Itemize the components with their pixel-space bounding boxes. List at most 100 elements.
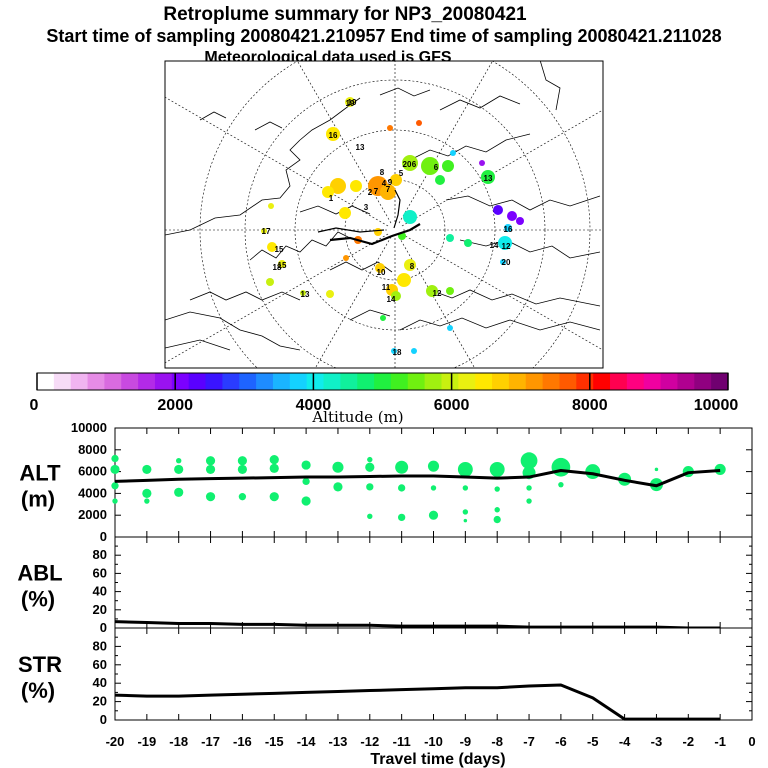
coastline <box>199 111 227 121</box>
str-series-line <box>114 683 721 721</box>
x-tick-label: -2 <box>683 734 695 749</box>
plume-cluster <box>500 259 506 265</box>
coastline <box>379 87 431 97</box>
altitude-cluster-point <box>174 464 184 475</box>
colorbar-cell <box>390 373 409 390</box>
plume-day-label: 9 <box>388 178 393 187</box>
colorbar-cell <box>593 373 611 390</box>
plume-day-label: 1 <box>329 194 334 203</box>
altitude-cluster-point <box>238 493 247 501</box>
colorbar-cell <box>610 373 628 390</box>
altitude-cluster-point <box>493 515 501 524</box>
alt-axis-unit: (m) <box>21 487 55 512</box>
meridian-line <box>314 236 392 368</box>
colorbar-tick-label: 8000 <box>572 397 608 414</box>
plume-cluster <box>447 325 453 331</box>
x-tick-label: -16 <box>233 734 252 749</box>
plume-cluster <box>339 207 351 219</box>
plume-day-label: 20 <box>502 258 511 267</box>
meridian-line <box>401 233 603 351</box>
sampling-times: Start time of sampling 20080421.210957 E… <box>46 26 721 46</box>
alt-y-tick-label: 2000 <box>78 507 107 522</box>
colorbar-cell <box>711 373 729 390</box>
colorbar-cell <box>626 373 645 390</box>
altitude-cluster-point <box>333 482 343 492</box>
altitude-cluster-point <box>585 464 601 480</box>
coastline <box>439 95 521 111</box>
plume-day-label: 20 <box>403 160 412 169</box>
plume-day-label: 8 <box>410 262 415 271</box>
altitude-cluster-point <box>302 477 310 486</box>
plume-cluster <box>481 170 495 184</box>
plume-cluster <box>266 278 274 286</box>
altitude-cluster-point <box>398 513 406 522</box>
abl-y-tick-label: 80 <box>93 547 107 562</box>
altitude-cluster-point <box>457 461 473 477</box>
altitude-cluster-point <box>205 464 216 475</box>
plume-day-label: 16 <box>504 225 513 234</box>
meridian-line <box>398 61 493 224</box>
altitude-cluster-point <box>398 484 406 492</box>
plume-cluster <box>404 259 416 271</box>
colorbar-cell <box>458 373 476 390</box>
alt-y-tick-label: 0 <box>100 529 107 544</box>
colorbar-cell <box>138 373 156 390</box>
plume-day-label: 7 <box>374 187 379 196</box>
str-y-tick-label: 20 <box>93 694 107 709</box>
str-y-tick-label: 40 <box>93 675 107 690</box>
x-tick-label: -19 <box>137 734 156 749</box>
plume-cluster <box>507 211 517 221</box>
coastline <box>165 311 301 351</box>
abl-series-line <box>114 620 721 630</box>
plume-cluster <box>403 210 417 224</box>
x-tick-label: -15 <box>265 734 284 749</box>
colorbar-cell <box>542 373 560 390</box>
colorbar-cell <box>340 373 358 390</box>
colorbar-cell <box>323 373 341 390</box>
colorbar-label: Altitude (m) <box>311 408 403 426</box>
colorbar-cell <box>677 373 695 390</box>
map-coastlines <box>165 61 601 351</box>
x-tick-label: -10 <box>424 734 443 749</box>
altitude-cluster-point <box>395 460 409 474</box>
plume-day-label: 6 <box>434 163 439 172</box>
colorbar-cell <box>289 373 308 390</box>
plume-cluster <box>416 120 422 126</box>
meridian-line <box>297 61 392 224</box>
plume-cluster <box>278 260 286 268</box>
altitude-cluster-point <box>111 482 119 490</box>
altitude-cluster-point <box>237 456 247 466</box>
str-axis-unit: (%) <box>21 678 55 703</box>
x-tick-label: -17 <box>201 734 220 749</box>
colorbar-cell <box>441 373 459 390</box>
altitude-cluster-point <box>205 456 216 466</box>
colorbar-cell <box>121 373 139 390</box>
altitude-cluster-point <box>494 486 500 492</box>
altitude-cluster-point <box>520 452 538 470</box>
trajectory-core <box>317 227 385 233</box>
plume-cluster <box>391 348 397 354</box>
altitude-cluster-point <box>526 485 532 491</box>
x-tick-label: -11 <box>393 734 411 749</box>
plume-cluster <box>435 175 445 185</box>
plume-cluster <box>261 228 267 234</box>
x-tick-label: -8 <box>491 734 503 749</box>
plume-cluster <box>300 290 306 296</box>
plume-cluster <box>330 178 346 194</box>
colorbar-cell <box>525 373 544 390</box>
altitude-cluster-point <box>654 467 659 472</box>
colorbar-cell <box>424 373 442 390</box>
plume-cluster <box>464 239 472 247</box>
plume-cluster <box>479 160 485 166</box>
plume-cluster <box>446 287 454 295</box>
plume-cluster <box>391 291 401 301</box>
colorbar-tick-label: 6000 <box>434 397 470 414</box>
plume-day-label: 10 <box>377 268 386 277</box>
plume-day-label: 16 <box>329 131 338 140</box>
alt-axis-label: ALT <box>19 461 61 486</box>
plume-day-label: 14 <box>387 295 396 304</box>
altitude-cluster-point <box>269 463 279 473</box>
plume-day-label: 13 <box>301 290 310 299</box>
altitude-cluster-point <box>174 487 184 497</box>
